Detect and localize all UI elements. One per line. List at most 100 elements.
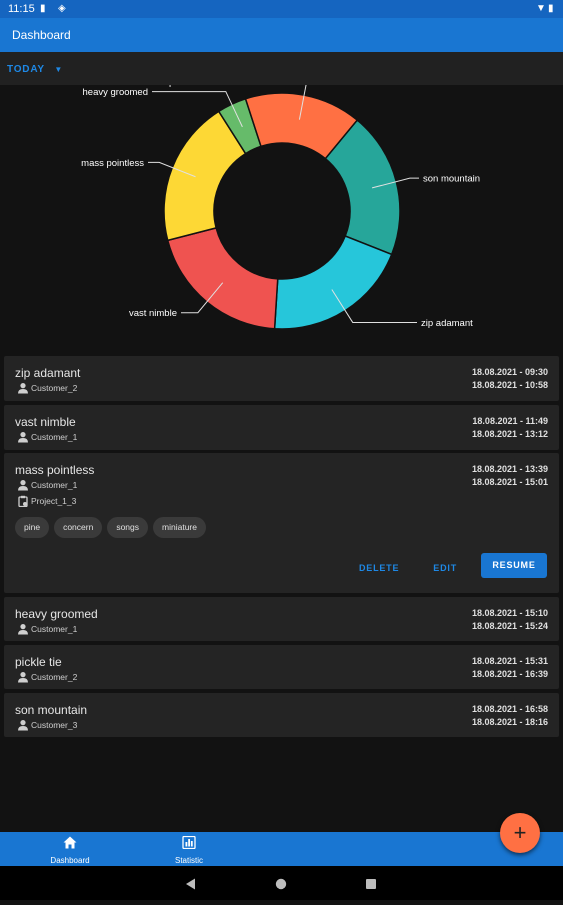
nav-dashboard-label: Dashboard [50,856,90,865]
entry-project: Project_1_3 [17,495,76,507]
clipboard-icon [18,495,28,507]
person-icon [18,432,28,443]
status-time: 11:15 [8,3,35,15]
notification-icon: ▮ [40,3,46,14]
tag-chip[interactable]: pine [15,517,50,538]
entry-customer: Customer_1 [17,479,77,491]
recents-icon[interactable] [366,879,376,889]
entry-customer-label: Customer_1 [31,480,78,490]
donut-label: vast nimble [129,308,177,319]
plus-icon: + [513,820,527,845]
entry-customer: Customer_2 [17,671,77,683]
entry-customer: Customer_1 [17,623,77,635]
bar-chart-icon [182,835,196,850]
entry-project-label: Project_1_3 [31,496,77,506]
entry-customer: Customer_1 [17,431,77,443]
tag-chip[interactable]: miniature [153,517,206,538]
system-navigation-bar [0,866,563,900]
edit-button[interactable]: EDIT [433,562,457,573]
app-bar: Dashboard [0,18,563,52]
entry-card[interactable]: son mountain Customer_3 18.08.2021 - 16:… [4,693,559,737]
entry-customer: Customer_3 [17,719,77,731]
donut-label: heavy groomed [83,87,148,98]
donut-leader-line [148,161,196,178]
tag-chip[interactable]: songs [107,517,149,538]
entry-times: 18.08.2021 - 15:31 18.08.2021 - 16:39 [472,655,548,681]
back-icon[interactable] [186,878,195,890]
add-entry-fab[interactable]: + [500,813,540,853]
entry-start: 18.08.2021 - 13:39 [471,464,548,474]
entry-end: 18.08.2021 - 15:01 [471,477,548,487]
entry-card[interactable]: zip adamant Customer_2 18.08.2021 - 09:3… [4,356,559,401]
nav-statistic-label: Statistic [174,856,203,865]
status-bar: 11:15 ▮ ◈ ▼ ▮ [0,0,563,18]
entry-name: vast nimble [15,415,76,429]
battery-icon: ▮ [548,3,554,14]
period-dropdown[interactable]: TODAY ▼ [7,64,63,75]
entry-end: 18.08.2021 - 10:58 [471,380,548,390]
entry-name: heavy groomed [15,607,98,621]
entry-customer-label: Customer_1 [31,624,78,634]
donut-slice-pickle-tie[interactable] [244,92,359,160]
entry-start: 18.08.2021 - 11:49 [472,416,548,426]
entry-card[interactable]: vast nimble Customer_1 18.08.2021 - 11:4… [4,405,559,450]
caret-down-icon: ▼ [54,65,64,74]
person-icon [18,624,28,635]
donut-leader-line [331,289,417,323]
time-distribution-chart: son mountain zip adamant vast nimble mass p… [0,85,563,353]
donut-leader-line [298,85,307,120]
resume-button[interactable]: RESUME [481,553,547,578]
entry-name: mass pointless [15,463,95,477]
entry-customer: Customer_2 [17,382,77,394]
entry-customer-label: Customer_2 [31,383,78,393]
entry-times: 18.08.2021 - 09:30 18.08.2021 - 10:58 [472,366,548,392]
entry-start: 18.08.2021 - 16:58 [471,704,548,714]
entry-end: 18.08.2021 - 15:24 [471,621,548,631]
person-icon [18,672,28,683]
person-icon [18,480,28,491]
bottom-navigation: Dashboard Statistic [0,832,563,866]
donut-chart-svg: son mountain zip adamant vast nimble mass p… [81,85,480,330]
entry-start: 18.08.2021 - 09:30 [471,367,548,377]
person-icon [18,383,28,394]
nav-statistic[interactable]: Statistic [159,835,219,865]
person-icon [18,720,28,731]
entry-start: 18.08.2021 - 15:31 [471,656,548,666]
entry-card[interactable]: pickle tie Customer_2 18.08.2021 - 15:31… [4,645,559,689]
entry-times: 18.08.2021 - 13:39 18.08.2021 - 15:01 [472,463,548,489]
entry-times: 18.08.2021 - 16:58 18.08.2021 - 18:16 [472,703,548,729]
entry-times: 18.08.2021 - 11:49 18.08.2021 - 13:12 [472,415,548,441]
tag-chip[interactable]: concern [54,517,103,538]
donut-leader-line [371,177,419,189]
entry-start: 18.08.2021 - 15:10 [471,608,548,618]
entry-actions: DELETE EDIT RESUME [339,553,547,578]
entry-name: pickle tie [15,655,62,669]
delete-button[interactable]: DELETE [358,562,400,573]
donut-leader-line [152,91,243,128]
entry-end: 18.08.2021 - 13:12 [471,429,548,439]
donut-label: mass pointless [81,158,144,169]
entry-name: zip adamant [15,366,81,380]
filter-bar: TODAY ▼ [0,52,563,85]
period-dropdown-label: TODAY [7,64,45,75]
nav-dashboard[interactable]: Dashboard [40,836,100,865]
entry-card[interactable]: heavy groomed Customer_1 18.08.2021 - 15… [4,597,559,641]
entry-times: 18.08.2021 - 15:10 18.08.2021 - 15:24 [472,607,548,633]
entry-card-expanded[interactable]: mass pointless Customer_1 Project_1_3 18… [4,453,559,593]
entry-end: 18.08.2021 - 16:39 [471,669,548,679]
wifi-icon: ▼ [536,3,546,14]
donut-label: pickle tie [169,85,206,88]
donut-leader-line [181,282,224,314]
entry-customer-label: Customer_2 [31,672,78,682]
entry-end: 18.08.2021 - 18:16 [471,717,548,727]
home-circle-icon[interactable] [275,878,287,890]
app-bar-title: Dashboard [12,28,71,42]
donut-label: zip adamant [421,318,473,329]
home-icon [63,836,77,849]
entry-customer-label: Customer_3 [31,720,78,730]
tag-chips: pine concern songs miniature [15,517,211,538]
entry-name: son mountain [15,703,88,717]
entry-customer-label: Customer_1 [31,432,78,442]
donut-hole [215,144,349,278]
donut-label: son mountain [423,174,480,185]
